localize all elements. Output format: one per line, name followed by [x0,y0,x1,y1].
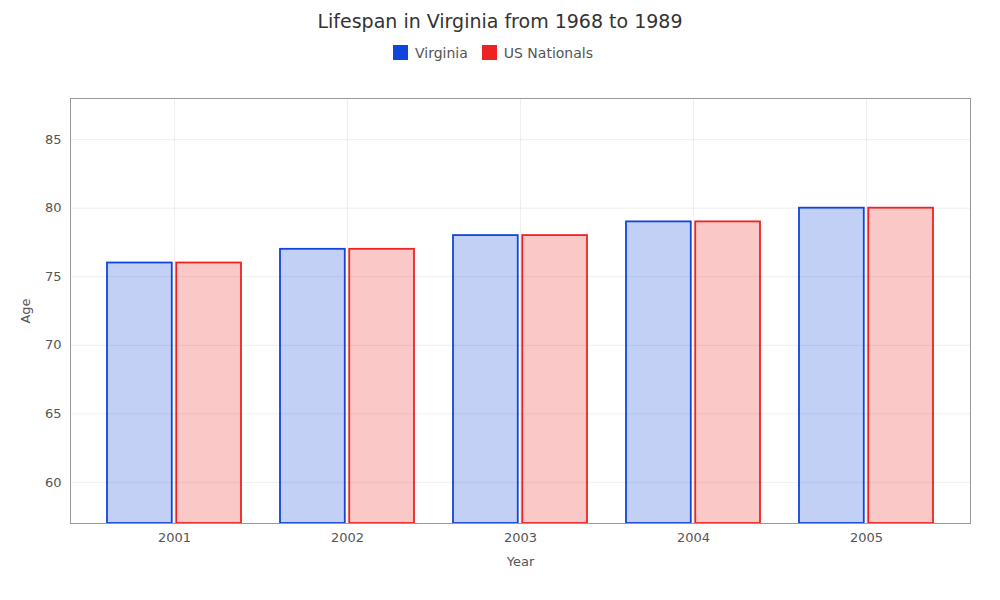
html-text:Lifespan in Virginia from 1968: Lifespan in Virginia from 1968 to 1989 [317,10,683,32]
svg-text:2002: 2002 [331,530,364,545]
svg-text:75: 75 [45,269,62,284]
html-text:US Nationals: US Nationals [503,44,593,61]
svg-text:60: 60 [45,475,62,490]
svg-text:70: 70 [45,337,62,352]
svg-text:80: 80 [45,200,62,215]
svg-text:Age: Age [18,298,33,323]
svg-text:Year: Year [506,554,535,569]
svg-text:2001: 2001 [158,530,191,545]
html-text:Virginia: Virginia [415,44,468,61]
svg-text:2004: 2004 [677,530,710,545]
svg-text:65: 65 [45,406,62,421]
svg-text:2005: 2005 [850,530,883,545]
svg-text:85: 85 [45,132,62,147]
svg-text:2003: 2003 [504,530,537,545]
